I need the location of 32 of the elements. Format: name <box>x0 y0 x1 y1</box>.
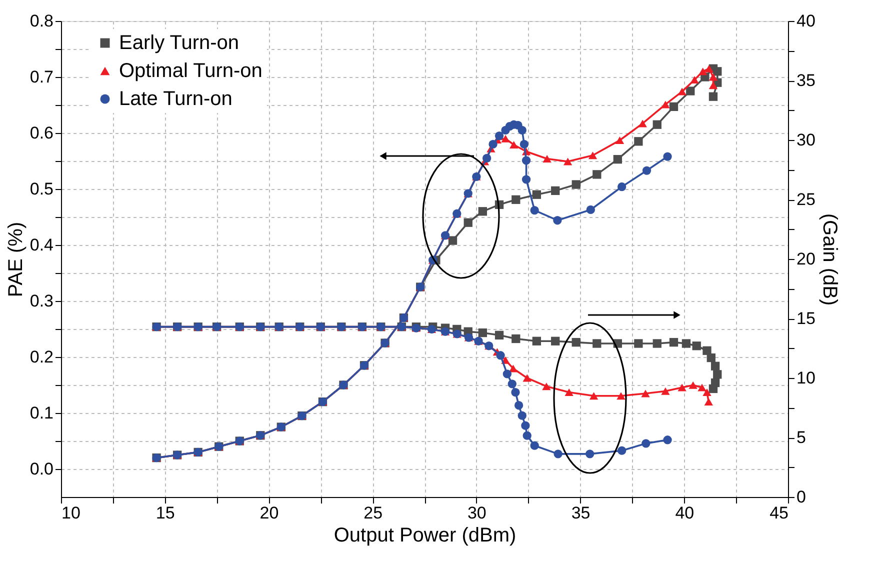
y2-tick-label: 15 <box>796 309 816 328</box>
legend-label: Late Turn-on <box>119 88 232 110</box>
y-tick-label: 0.6 <box>30 124 54 142</box>
x-tick-label: 20 <box>260 504 279 522</box>
y-tick-label: 0.2 <box>30 348 54 366</box>
y-tick-label: 0.7 <box>30 68 54 86</box>
y2-tick-label: 20 <box>796 250 816 268</box>
y-tick-label: 0.3 <box>30 292 54 310</box>
x-tick-label: 15 <box>156 504 175 522</box>
x-tick-label: 30 <box>467 504 486 522</box>
x-tick-label: 35 <box>571 504 590 522</box>
y-axis-title: PAE (%) <box>4 222 27 298</box>
y-tick-label: 0.1 <box>30 404 54 422</box>
y2-axis-title: (Gain (dB) <box>818 213 840 306</box>
x-tick-label: 10 <box>62 504 80 522</box>
y2-tick-label: 0 <box>796 488 806 506</box>
legend-label: Optimal Turn-on <box>119 60 262 82</box>
y-tick-label: 0.5 <box>30 180 54 198</box>
y2-tick-label: 25 <box>796 190 816 209</box>
y2-tick-label: 40 <box>796 12 816 30</box>
x-tick-label: 25 <box>364 504 383 522</box>
y2-tick-label: 35 <box>796 71 816 90</box>
y2-tick-label: 10 <box>796 368 816 388</box>
legend-label: Early Turn-on <box>119 32 240 54</box>
y-tick-label: 0.8 <box>30 12 54 30</box>
y-tick-label: 0.4 <box>30 236 54 254</box>
x-axis-title: Output Power (dBm) <box>334 524 516 546</box>
x-tick-label: 40 <box>675 504 694 522</box>
y-tick-label: 0.0 <box>30 460 54 478</box>
y2-tick-label: 30 <box>796 130 816 150</box>
x-tick-label: 45 <box>770 504 788 522</box>
y2-tick-label: 5 <box>796 428 806 447</box>
